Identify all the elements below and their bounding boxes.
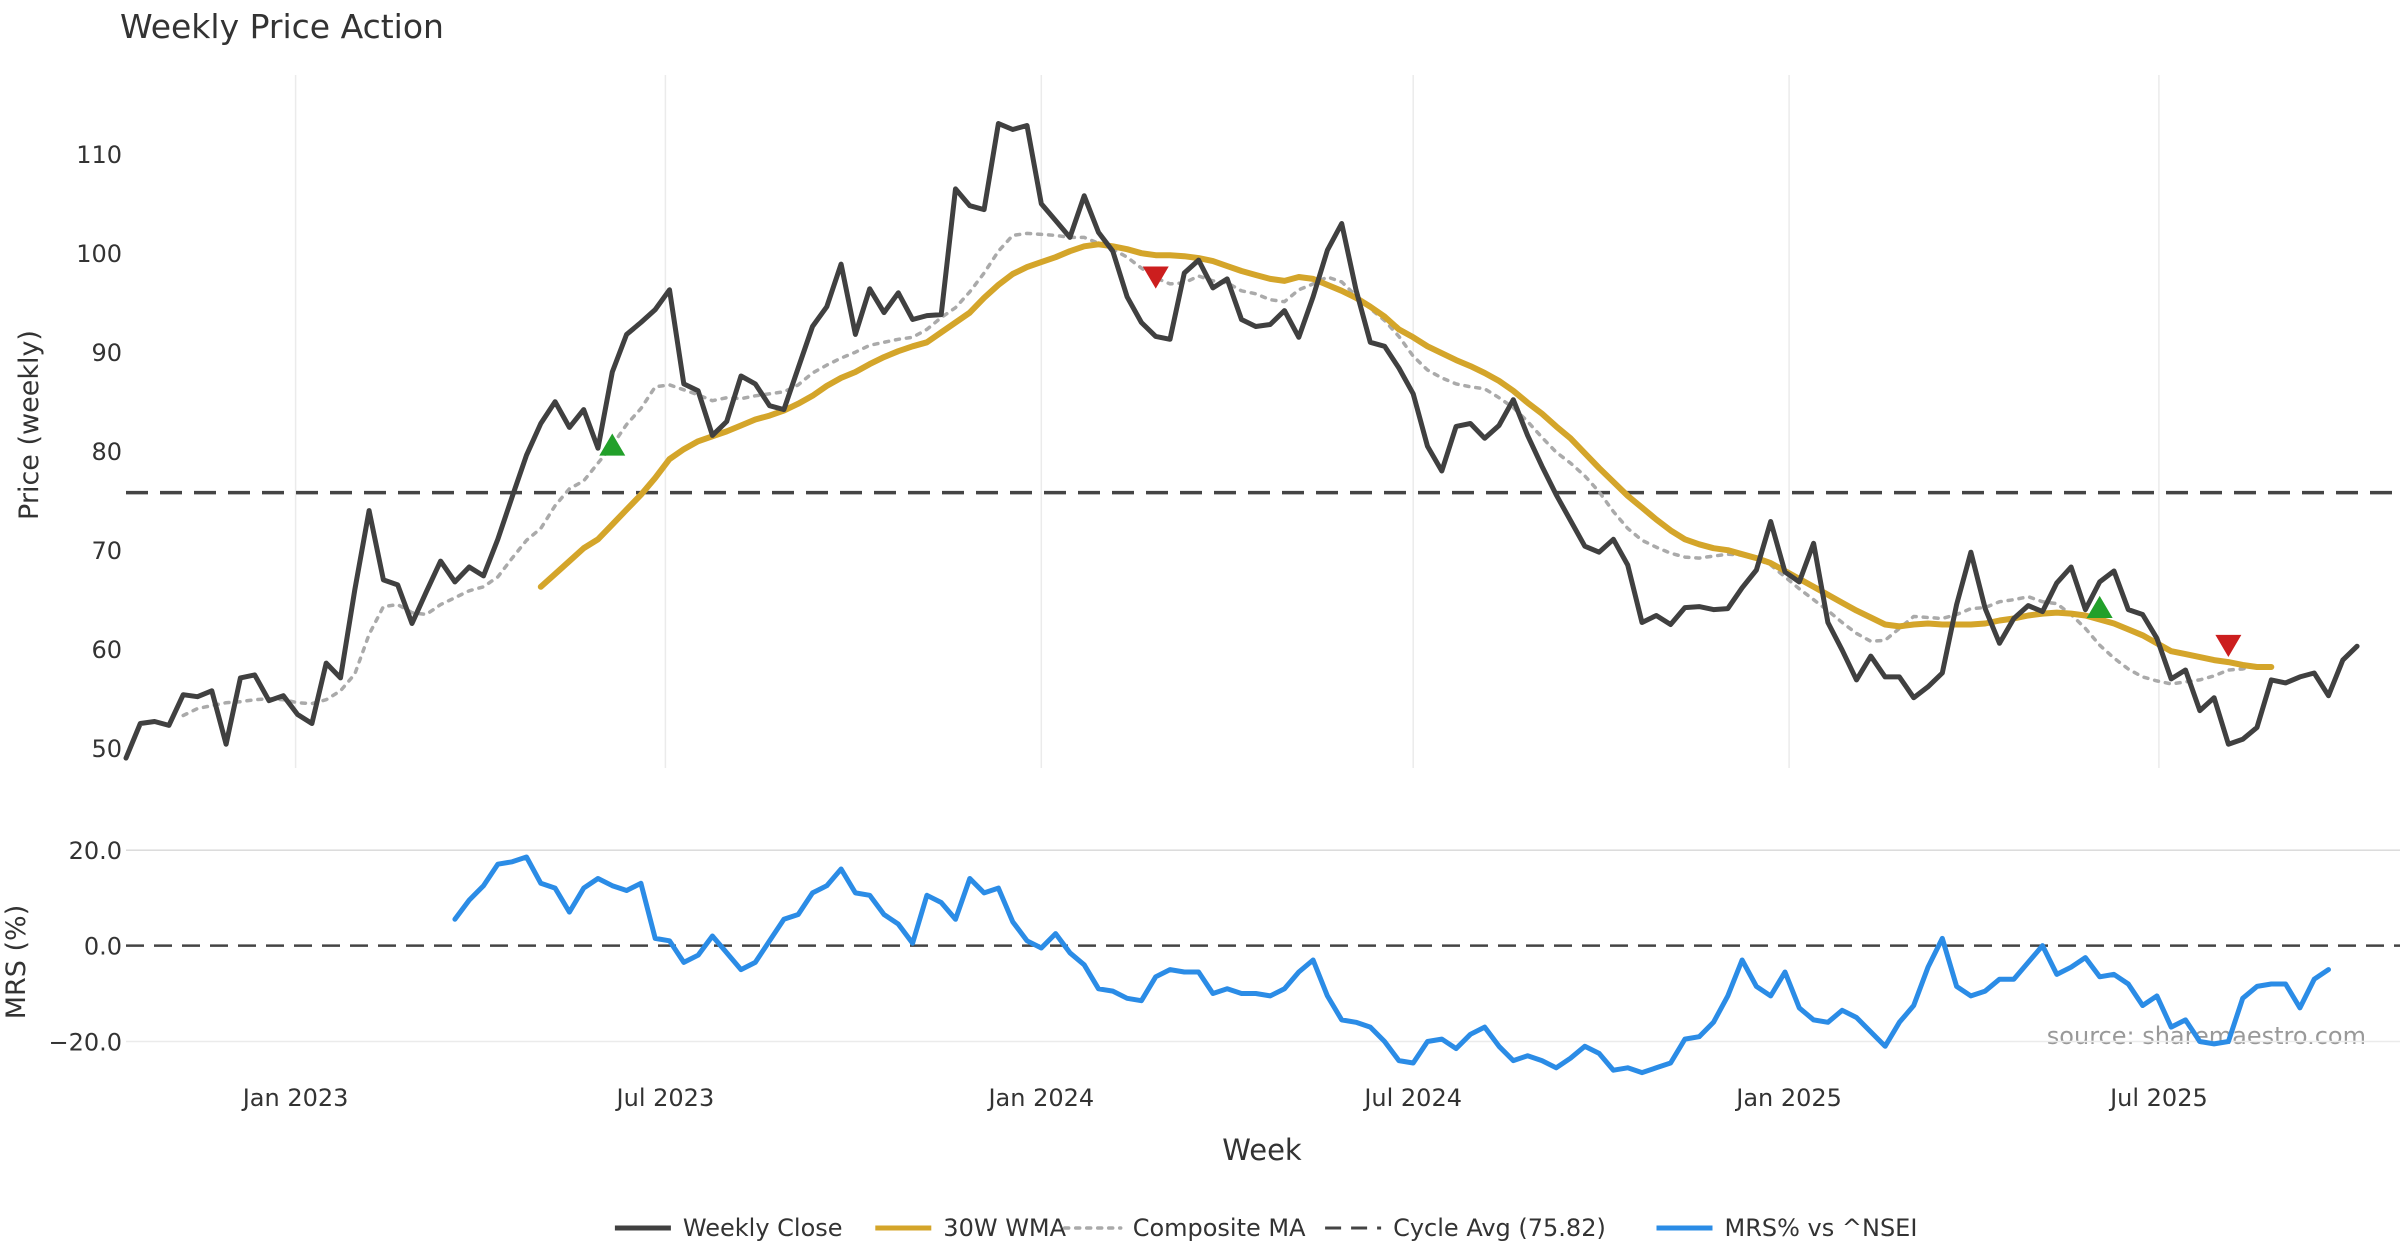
mrs-line (452, 854, 2331, 1076)
legend-label: Composite MA (1133, 1214, 1306, 1242)
chart-legend: Weekly Close 30W WMA Composite MA Cycle Avg… (614, 1214, 1918, 1242)
buy-signal-marker (2086, 595, 2113, 619)
composite-ma-line (181, 231, 2259, 718)
x-tick-label: Jul 2025 (2108, 1084, 2208, 1112)
mrs-y-tick-label: 20.0 (69, 837, 122, 865)
price-y-axis-label: Price (weekly) (14, 330, 45, 520)
legend-label: Weekly Close (683, 1214, 843, 1242)
legend-label: Cycle Avg (75.82) (1393, 1214, 1606, 1242)
mrs-y-axis-label: MRS (%) (1, 905, 32, 1020)
legend-label: 30W WMA (943, 1214, 1066, 1242)
x-tick-label: Jul 2023 (615, 1084, 715, 1112)
mrs-gridlines (126, 849, 2400, 1043)
x-axis: Jan 2023 Jul 2023 Jan 2024 Jul 2024 Jan 2025… (241, 1084, 2208, 1112)
mrs-y-tick-label: 0.0 (84, 933, 122, 961)
price-y-axis: 50 60 70 80 90 100 110 (76, 141, 122, 763)
x-tick-label: Jan 2024 (986, 1084, 1094, 1112)
sell-signal-marker (2215, 634, 2242, 657)
buy-signal-marker (599, 433, 626, 456)
x-tick-label: Jan 2025 (1734, 1084, 1842, 1112)
x-tick-label: Jul 2024 (1362, 1084, 1462, 1112)
sell-signal-marker (1142, 266, 1169, 289)
source-annotation: source: sharemaestro.com (2047, 1022, 2366, 1050)
x-axis-label: Week (1222, 1133, 1302, 1167)
price-y-tick-label: 70 (91, 537, 122, 565)
price-y-tick-label: 90 (91, 339, 122, 367)
mrs-plot-area (126, 854, 2400, 1076)
weekly-close-line (123, 121, 2360, 761)
price-y-tick-label: 50 (91, 735, 122, 763)
30w-wma-line (537, 241, 2275, 670)
mrs-y-tick-label: −20.0 (48, 1028, 122, 1056)
price-y-tick-label: 80 (91, 438, 122, 466)
mrs-y-axis: 20.0 0.0 −20.0 (48, 837, 122, 1057)
price-plot-area (123, 121, 2400, 761)
price-y-tick-label: 60 (91, 636, 122, 664)
price-y-tick-label: 110 (76, 141, 122, 169)
x-tick-label: Jan 2023 (241, 1084, 349, 1112)
chart-title: Weekly Price Action (120, 7, 444, 46)
legend-label: MRS% vs ^NSEI (1725, 1214, 1918, 1242)
price-y-tick-label: 100 (76, 240, 122, 268)
